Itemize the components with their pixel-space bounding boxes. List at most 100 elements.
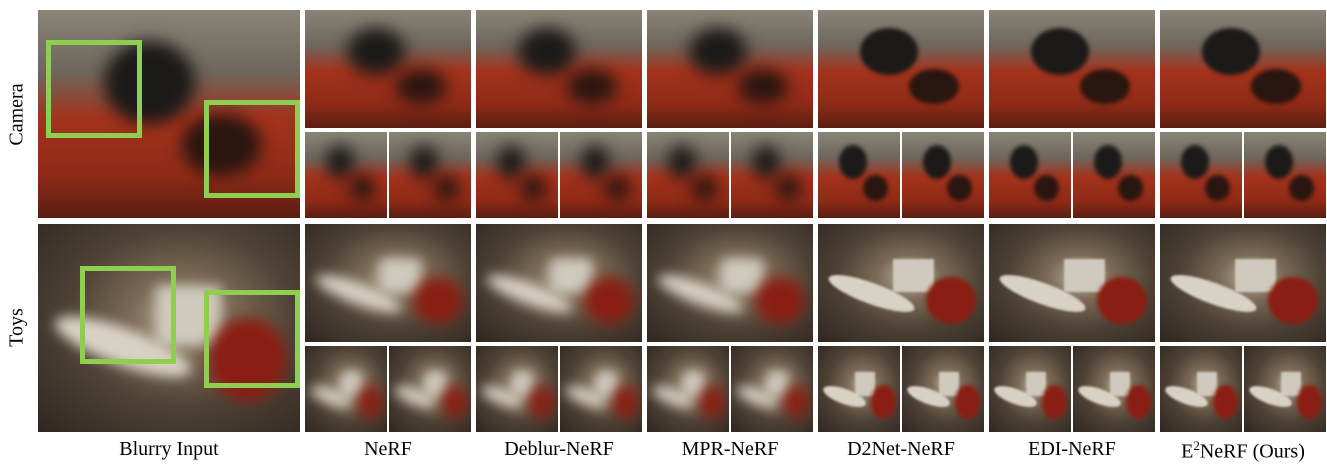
object bbox=[1205, 175, 1230, 201]
result-image bbox=[476, 224, 642, 342]
column-label: EDI-NeRF bbox=[982, 438, 1162, 461]
object bbox=[863, 175, 888, 201]
object bbox=[955, 385, 980, 419]
result-image bbox=[989, 224, 1155, 342]
crop-image bbox=[560, 132, 642, 218]
object bbox=[784, 385, 809, 419]
crop-image bbox=[389, 132, 471, 218]
object bbox=[567, 69, 617, 104]
object bbox=[689, 28, 747, 75]
object bbox=[518, 28, 576, 75]
object bbox=[1297, 385, 1322, 419]
crop-image bbox=[902, 346, 984, 432]
object bbox=[551, 259, 593, 292]
object bbox=[700, 385, 725, 419]
object bbox=[923, 145, 952, 179]
object bbox=[738, 69, 788, 104]
crop-image bbox=[647, 346, 729, 432]
crop-image bbox=[818, 346, 900, 432]
object bbox=[926, 277, 976, 324]
label-part: NeRF (Ours) bbox=[1200, 441, 1305, 463]
label-part: E bbox=[1181, 441, 1193, 463]
crop-image bbox=[1160, 132, 1242, 218]
row-label: Toys bbox=[6, 228, 29, 428]
crop-image bbox=[305, 346, 387, 432]
figure: Camera Toys Blurry InputNeRFDeblur-NeRFM… bbox=[0, 0, 1327, 464]
object bbox=[909, 69, 959, 104]
crop-image bbox=[1160, 346, 1242, 432]
object bbox=[581, 145, 610, 179]
object bbox=[692, 175, 717, 201]
object bbox=[1235, 259, 1277, 292]
object bbox=[1080, 69, 1130, 104]
crop-image bbox=[989, 132, 1071, 218]
result-image bbox=[305, 10, 471, 128]
object bbox=[839, 145, 868, 179]
object bbox=[755, 277, 805, 324]
result-image bbox=[647, 224, 813, 342]
column-label: Deblur-NeRF bbox=[469, 438, 649, 461]
column-label: MPR-NeRF bbox=[640, 438, 820, 461]
result-image bbox=[1160, 224, 1326, 342]
crop-image bbox=[818, 132, 900, 218]
result-image bbox=[818, 10, 984, 128]
object bbox=[1031, 28, 1089, 75]
crop-image bbox=[1244, 346, 1326, 432]
result-image bbox=[989, 10, 1155, 128]
crop-image bbox=[389, 346, 471, 432]
crop-image bbox=[476, 346, 558, 432]
object bbox=[947, 175, 972, 201]
result-image bbox=[476, 10, 642, 128]
object bbox=[326, 145, 355, 179]
object bbox=[1034, 175, 1059, 201]
object bbox=[668, 145, 697, 179]
column-label: E2NeRF (Ours) bbox=[1153, 438, 1327, 464]
object bbox=[752, 145, 781, 179]
column-label: D2Net-NeRF bbox=[811, 438, 991, 461]
crop-box bbox=[204, 100, 300, 198]
crop-image bbox=[731, 346, 813, 432]
crop-image bbox=[902, 132, 984, 218]
crop-box bbox=[46, 40, 142, 138]
object bbox=[1126, 385, 1151, 419]
object bbox=[396, 69, 446, 104]
object bbox=[1094, 145, 1123, 179]
crop-image bbox=[476, 132, 558, 218]
object bbox=[1097, 277, 1147, 324]
object bbox=[1268, 277, 1318, 324]
column-label: NeRF bbox=[298, 438, 478, 461]
object bbox=[584, 277, 634, 324]
crop-image bbox=[989, 346, 1071, 432]
object bbox=[1010, 145, 1039, 179]
object bbox=[350, 175, 375, 201]
crop-image bbox=[1244, 132, 1326, 218]
crop-box bbox=[80, 266, 176, 364]
object bbox=[1251, 69, 1301, 104]
object bbox=[497, 145, 526, 179]
object bbox=[613, 385, 638, 419]
object bbox=[347, 28, 405, 75]
crop-image bbox=[560, 346, 642, 432]
object bbox=[860, 28, 918, 75]
crop-image bbox=[305, 132, 387, 218]
object bbox=[358, 385, 383, 419]
object bbox=[521, 175, 546, 201]
object bbox=[776, 175, 801, 201]
object bbox=[1181, 145, 1210, 179]
object bbox=[434, 175, 459, 201]
crop-image bbox=[731, 132, 813, 218]
crop-image bbox=[1073, 132, 1155, 218]
result-image bbox=[647, 10, 813, 128]
object bbox=[871, 385, 896, 419]
object bbox=[442, 385, 467, 419]
object bbox=[413, 277, 463, 324]
result-image bbox=[305, 224, 471, 342]
object bbox=[410, 145, 439, 179]
column-label: Blurry Input bbox=[79, 438, 259, 461]
object bbox=[1202, 28, 1260, 75]
object bbox=[722, 259, 764, 292]
object bbox=[605, 175, 630, 201]
result-image bbox=[818, 224, 984, 342]
object bbox=[529, 385, 554, 419]
object bbox=[893, 259, 935, 292]
